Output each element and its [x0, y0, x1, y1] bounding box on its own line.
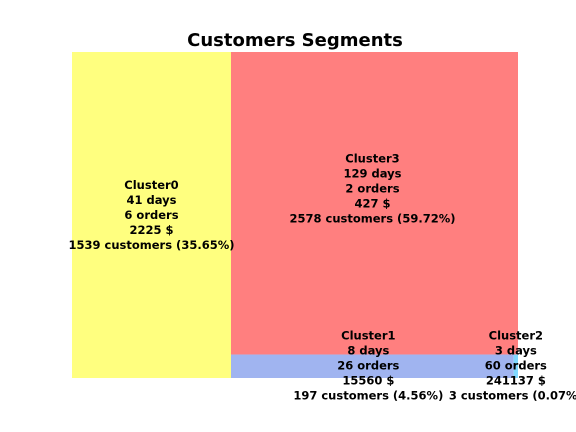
segment-label-line: 26 orders — [337, 358, 399, 372]
segment-label-line: 2578 customers (59.72%) — [290, 211, 456, 225]
chart-title: Customers Segments — [187, 30, 403, 51]
segment-label-line: 3 customers (0.07%) — [449, 388, 576, 402]
segment-rect-cluster1 — [230, 354, 514, 378]
segment-label-line: Cluster1 — [341, 328, 395, 342]
segment-label-line: 1539 customers (35.65%) — [69, 238, 235, 252]
segment-label-line: 197 customers (4.56%) — [293, 388, 443, 402]
segment-label-line: Cluster0 — [124, 178, 178, 192]
segment-label-cluster2: Cluster2 3 days 60 orders 241137 $3 custome… — [449, 328, 576, 402]
segment-label-line: 8 days — [347, 343, 389, 357]
segment-label-line: 60 orders — [485, 358, 547, 372]
segment-label-line: Cluster3 — [345, 151, 399, 165]
segment-label-line: 3 days — [495, 343, 537, 357]
segment-label-line: 241137 $ — [486, 373, 546, 387]
segment-label-cluster0: Cluster0 41 days 6 orders 2225 $1539 custom… — [69, 178, 235, 252]
segment-rect-cluster2 — [513, 354, 518, 378]
segment-rect-cluster0 — [72, 52, 231, 378]
segment-label-line: Cluster2 — [489, 328, 543, 342]
segment-label-line: 129 days — [343, 166, 401, 180]
segment-label-line: 2225 $ — [129, 223, 173, 237]
segment-label-line: 2 orders — [345, 181, 399, 195]
segment-label-cluster3: Cluster3 129 days 2 orders 427 $2578 custom… — [290, 151, 456, 225]
segment-label-cluster1: Cluster1 8 days 26 orders 15560 $197 custom… — [293, 328, 443, 402]
segment-rect-cluster3 — [230, 52, 518, 355]
segment-label-line: 41 days — [126, 193, 176, 207]
segment-label-line: 15560 $ — [342, 373, 394, 387]
segment-label-line: 6 orders — [124, 208, 178, 222]
segment-label-line: 427 $ — [354, 196, 390, 210]
